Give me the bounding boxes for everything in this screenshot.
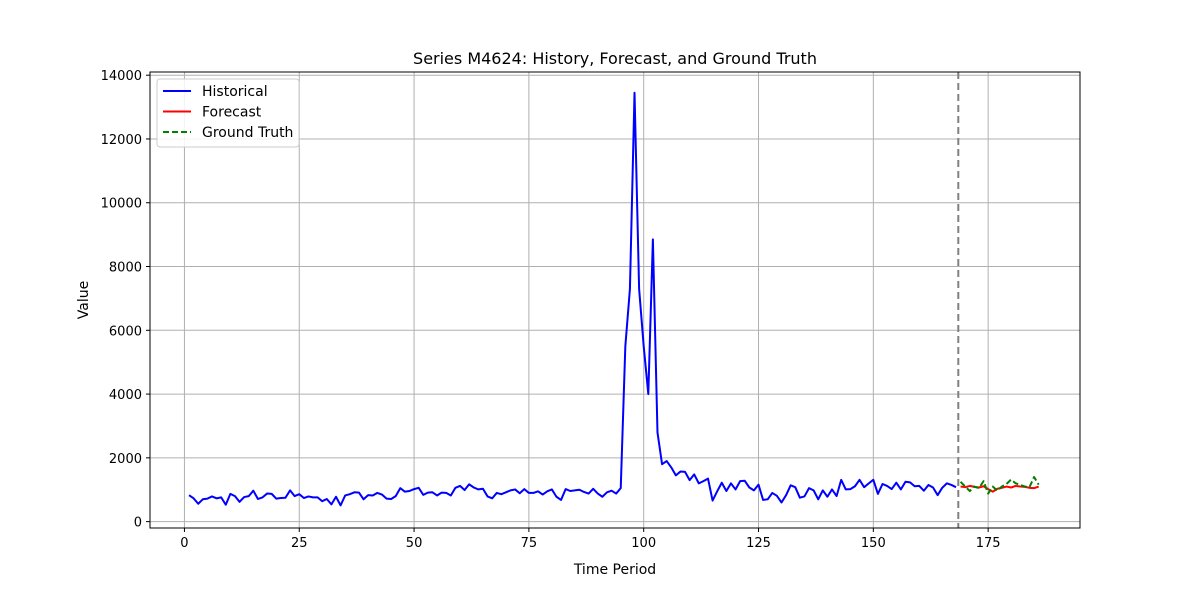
series-line-historical — [188, 91, 957, 507]
y-axis-label: Value — [76, 281, 92, 319]
legend-label: Ground Truth — [202, 125, 293, 141]
series-line-ground-truth — [959, 475, 1040, 495]
x-tick-label: 25 — [291, 536, 308, 551]
y-tick-label: 14000 — [101, 69, 142, 84]
legend-label: Historical — [202, 84, 268, 100]
y-tick-label: 6000 — [109, 324, 142, 339]
x-tick-label: 175 — [976, 536, 1001, 551]
grid — [150, 72, 1080, 528]
y-tick-label: 10000 — [101, 197, 142, 212]
x-tick-label: 150 — [861, 536, 886, 551]
axis-ticks: 0 25 50 75 100 125 150 175 0 2000 4000 6000 8000 1000… — [101, 69, 1001, 551]
x-axis-label: Time Period — [573, 562, 656, 578]
x-tick-label: 50 — [406, 536, 423, 551]
plot-frame — [149, 71, 1081, 529]
x-tick-label: 100 — [631, 536, 656, 551]
y-tick-label: 12000 — [101, 133, 142, 148]
x-tick-label: 75 — [521, 536, 538, 551]
y-tick-label: 8000 — [109, 261, 142, 276]
legend: Historical Forecast Ground Truth — [156, 78, 300, 148]
legend-box — [156, 78, 300, 148]
y-tick-label: 4000 — [109, 388, 142, 403]
legend-label: Forecast — [202, 105, 262, 121]
chart-title: Series M4624: History, Forecast, and Gro… — [413, 49, 817, 68]
y-tick-label: 0 — [134, 516, 142, 531]
series-group — [188, 91, 1040, 507]
x-tick-label: 0 — [180, 536, 188, 551]
x-tick-label: 125 — [746, 536, 771, 551]
y-tick-label: 2000 — [109, 452, 142, 467]
